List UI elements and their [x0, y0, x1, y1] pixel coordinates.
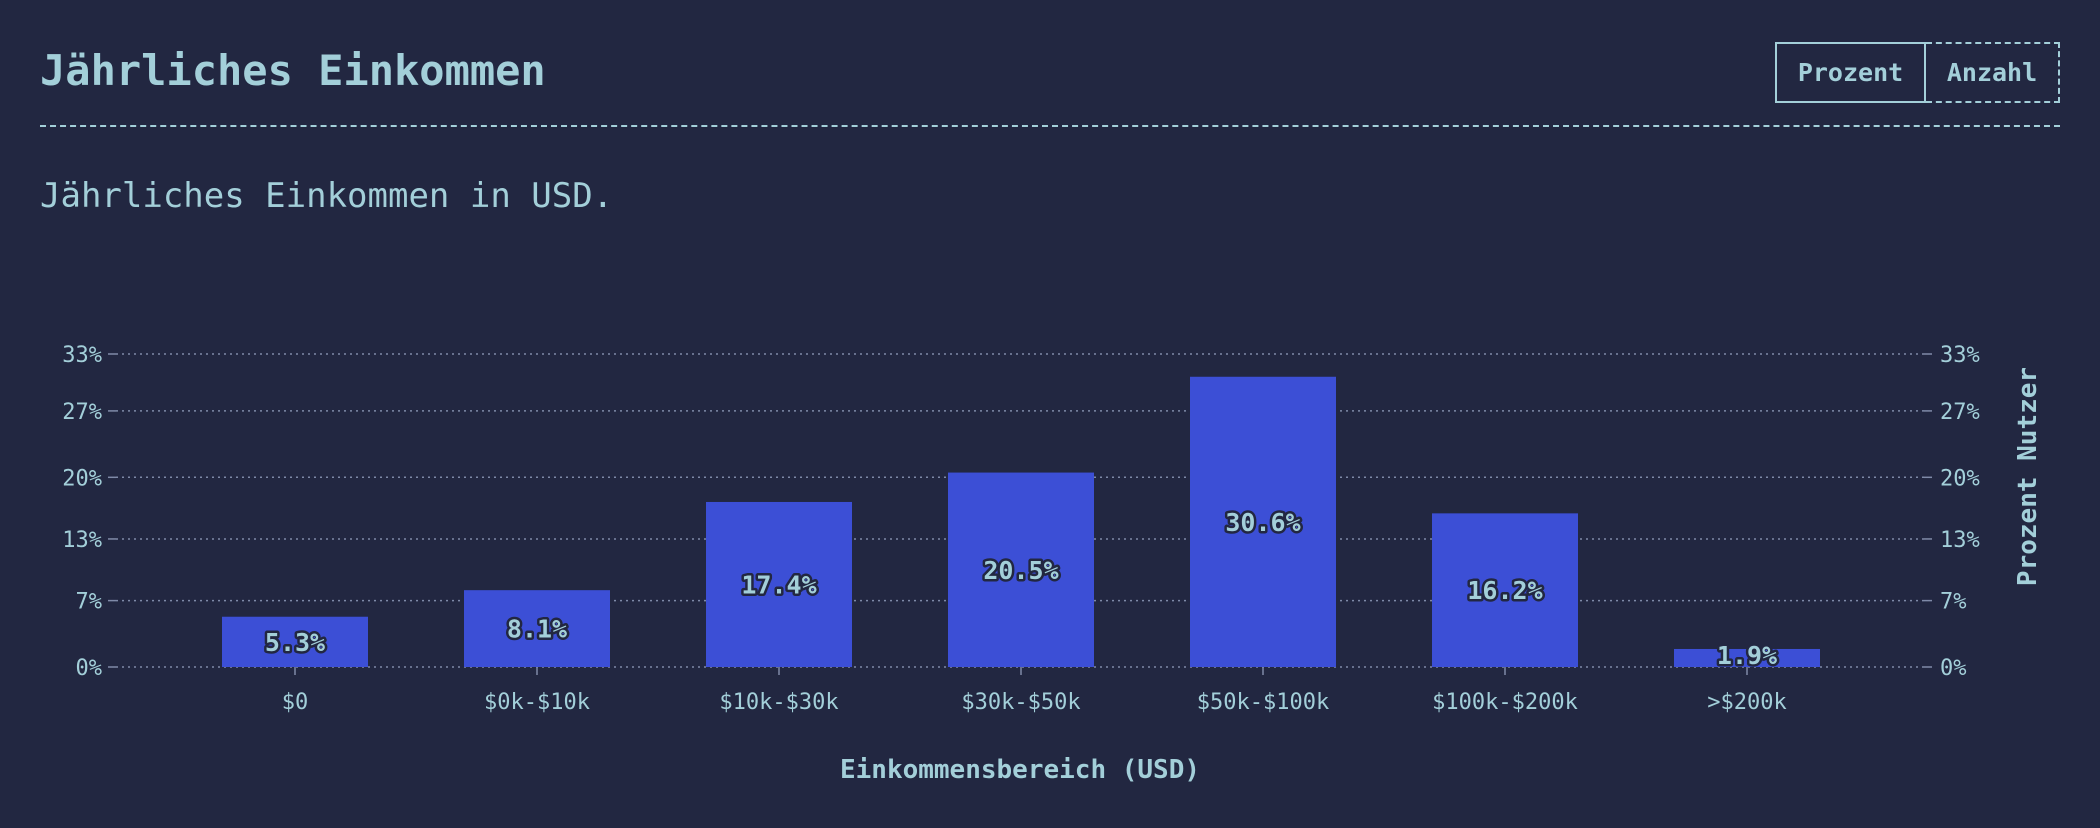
bar [948, 472, 1094, 667]
bar-value-label: 20.5% [983, 556, 1058, 585]
bar-value-label: 1.9% [1717, 641, 1777, 670]
bar [706, 501, 852, 667]
percent-toggle-button[interactable]: Prozent [1775, 42, 1926, 103]
y-tick-label-right: 33% [1940, 343, 1980, 368]
bar-value-label: 16.2% [1467, 576, 1542, 605]
x-tick-label: $30k-$50k [961, 690, 1080, 715]
bar-value-label: 30.6% [1225, 508, 1300, 537]
y-tick-label-right: 20% [1940, 466, 1980, 491]
x-tick-label: $50k-$100k [1197, 690, 1329, 715]
x-tick-label: $10k-$30k [719, 690, 838, 715]
y-tick-label-left: 27% [62, 400, 102, 425]
count-toggle-button[interactable]: Anzahl [1926, 42, 2060, 103]
x-tick-label: $100k-$200k [1432, 690, 1578, 715]
y-tick-label-left: 7% [76, 590, 103, 615]
x-tick-label: >$200k [1707, 690, 1786, 715]
y-tick-label-left: 0% [76, 656, 103, 681]
bar [1674, 648, 1820, 667]
y-tick-label-left: 33% [62, 343, 102, 368]
chart-header: Jährliches Einkommen Prozent Anzahl [40, 0, 2060, 127]
y-tick-label-right: 27% [1940, 400, 1980, 425]
x-axis-title: Einkommensbereich (USD) [840, 755, 1200, 785]
y-tick-label-left: 13% [62, 528, 102, 553]
bar-value-label: 8.1% [507, 615, 567, 644]
y-tick-label-right: 0% [1940, 656, 1967, 681]
y-tick-label-right: 7% [1940, 590, 1967, 615]
x-tick-label: $0k-$10k [484, 690, 590, 715]
page-title: Jährliches Einkommen [40, 46, 546, 95]
bar [222, 616, 368, 667]
bar-value-label: 5.3% [265, 628, 325, 657]
bar [464, 590, 610, 667]
x-tick-label: $0 [282, 690, 309, 715]
y-tick-label-left: 20% [62, 466, 102, 491]
bar [1190, 376, 1336, 667]
bar-value-label: 17.4% [741, 570, 816, 599]
y-axis-title: Prozent Nutzer [2013, 367, 2043, 586]
bar [1432, 513, 1578, 667]
view-toggle: Prozent Anzahl [1775, 42, 2060, 103]
chart-subtitle: Jährliches Einkommen in USD. [40, 176, 614, 216]
y-tick-label-right: 13% [1940, 528, 1980, 553]
